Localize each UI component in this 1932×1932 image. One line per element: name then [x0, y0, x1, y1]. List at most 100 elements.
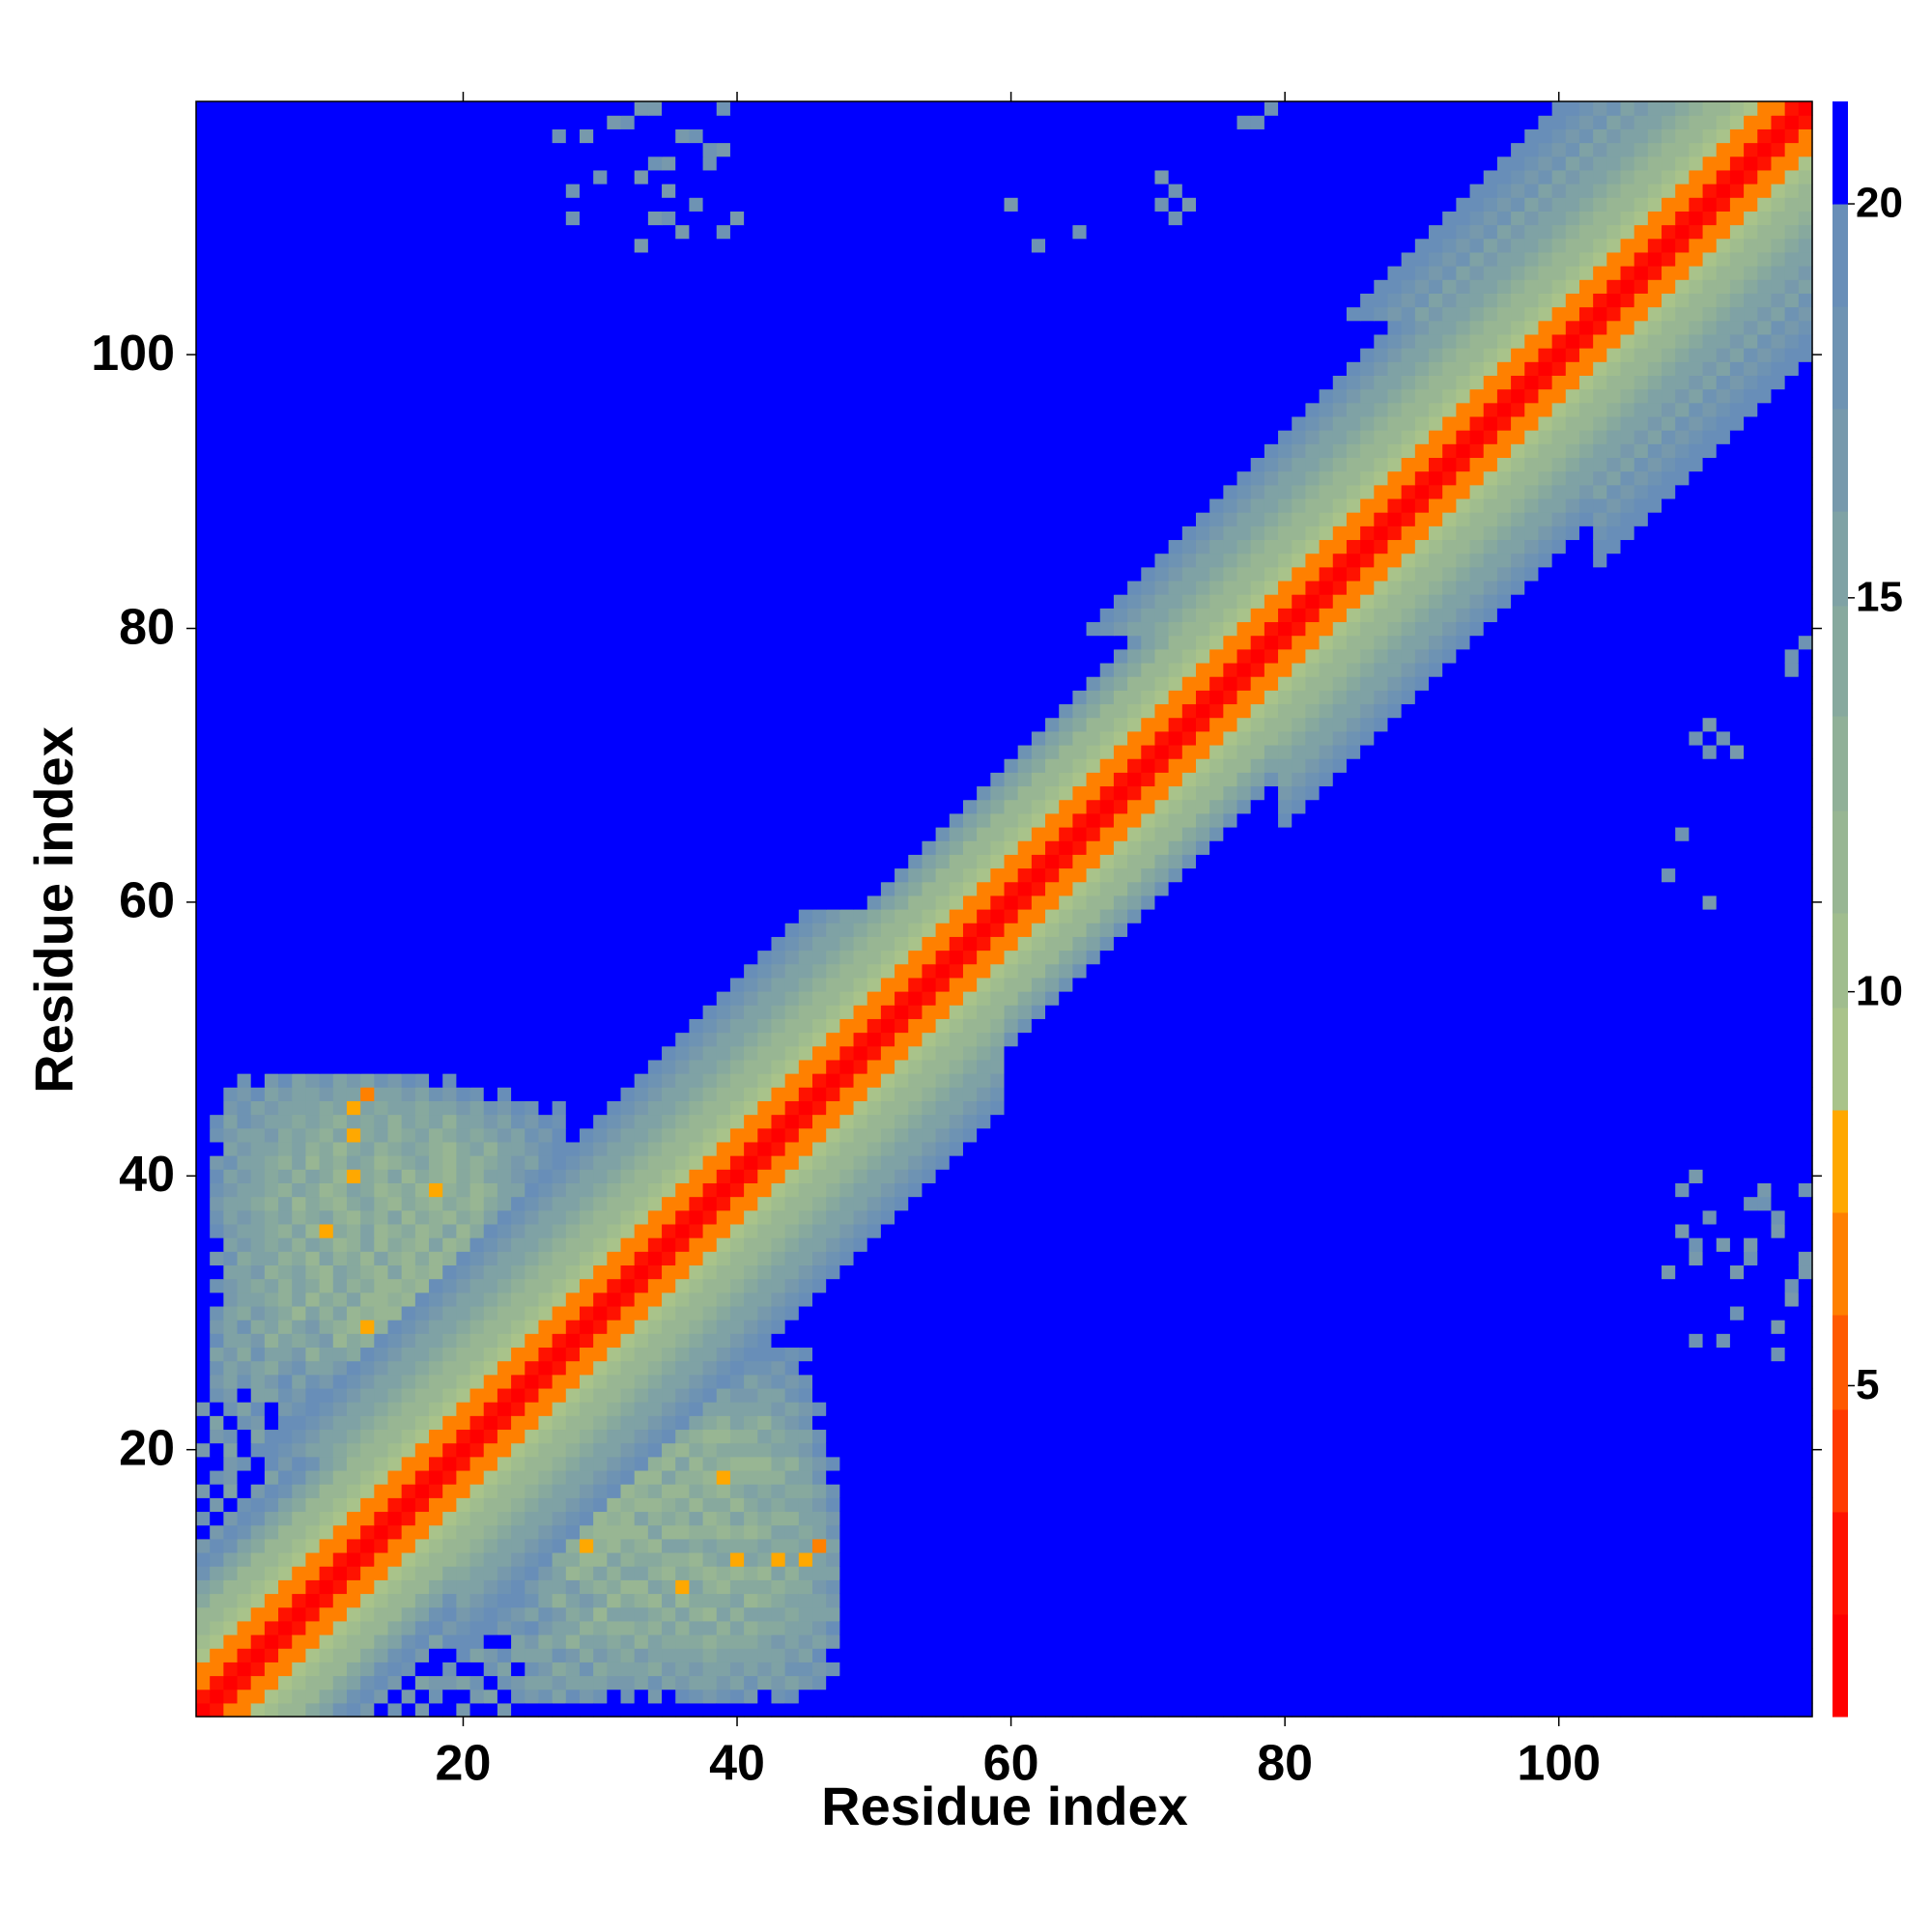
heatmap-cell: [469, 1402, 485, 1416]
heatmap-cell: [538, 1634, 554, 1649]
heatmap-cell: [784, 1442, 800, 1458]
heatmap-cell: [1059, 1347, 1073, 1362]
heatmap-cell: [990, 1100, 1006, 1116]
heatmap-cell: [1154, 1662, 1170, 1677]
heatmap-cell: [579, 1264, 594, 1280]
heatmap-cell: [210, 854, 224, 869]
heatmap-cell: [757, 1032, 773, 1047]
heatmap-cell: [1099, 1662, 1115, 1677]
heatmap-cell: [880, 1648, 895, 1662]
heatmap-cell: [812, 1469, 827, 1485]
heatmap-cell: [360, 1484, 375, 1498]
heatmap-cell: [332, 1593, 348, 1608]
heatmap-cell: [414, 991, 430, 1006]
heatmap-cell: [483, 867, 498, 883]
heatmap-cell: [552, 1648, 567, 1662]
heatmap-cell: [1141, 826, 1156, 841]
heatmap-cell: [757, 1005, 773, 1019]
heatmap-cell: [565, 1511, 581, 1526]
heatmap-cell: [922, 1662, 937, 1677]
heatmap-cell: [716, 826, 731, 841]
heatmap-cell: [469, 854, 485, 869]
heatmap-cell: [839, 1141, 855, 1156]
heatmap-cell: [483, 1360, 498, 1376]
heatmap-cell: [565, 909, 581, 923]
heatmap-cell: [784, 1469, 800, 1485]
heatmap-cell: [853, 1566, 868, 1580]
heatmap-cell: [237, 991, 252, 1006]
heatmap-cell: [497, 840, 512, 855]
heatmap-cell: [374, 1018, 389, 1034]
heatmap-cell: [662, 1429, 676, 1444]
heatmap-cell: [826, 1032, 840, 1047]
heatmap-cell: [483, 1100, 498, 1116]
heatmap-cell: [414, 1059, 430, 1074]
heatmap-cell: [1127, 1223, 1142, 1238]
heatmap-cell: [867, 1675, 882, 1690]
heatmap-cell: [1141, 1100, 1156, 1116]
heatmap-cell: [729, 1223, 745, 1238]
heatmap-cell: [689, 1305, 704, 1321]
heatmap-cell: [647, 1100, 663, 1116]
heatmap-cell: [634, 785, 649, 801]
heatmap-cell: [511, 1209, 526, 1225]
heatmap-cell: [1154, 1524, 1170, 1540]
heatmap-cell: [895, 1100, 909, 1116]
heatmap-cell: [469, 895, 485, 910]
heatmap-cell: [387, 1155, 403, 1170]
heatmap-cell: [620, 1196, 636, 1211]
heatmap-cell: [922, 963, 937, 979]
heatmap-cell: [374, 1264, 389, 1280]
heatmap-cell: [1045, 1360, 1060, 1376]
heatmap-cell: [716, 1073, 731, 1088]
heatmap-cell: [1017, 1169, 1033, 1183]
heatmap-cell: [1141, 1114, 1156, 1129]
heatmap-cell: [784, 1141, 800, 1156]
heatmap-cell: [757, 1045, 773, 1061]
heatmap-cell: [729, 1169, 745, 1183]
heatmap-cell: [1113, 1264, 1128, 1280]
heatmap-cell: [1141, 854, 1156, 869]
heatmap-cell: [374, 1524, 389, 1540]
heatmap-cell: [593, 1073, 608, 1088]
heatmap-cell: [1127, 1237, 1142, 1252]
heatmap-cell: [757, 1127, 773, 1143]
heatmap-cell: [414, 1251, 430, 1266]
heatmap-cell: [620, 1032, 636, 1047]
heatmap-cell: [579, 963, 594, 979]
heatmap-cell: [346, 1606, 361, 1622]
heatmap-cell: [702, 1073, 718, 1088]
heatmap-cell: [895, 1524, 909, 1540]
heatmap-cell: [935, 826, 951, 841]
heatmap-cell: [401, 1689, 416, 1704]
heatmap-cell: [264, 867, 279, 883]
heatmap-cell: [319, 1402, 334, 1416]
heatmap-cell: [552, 854, 567, 869]
heatmap-cell: [757, 1497, 773, 1513]
heatmap-cell: [634, 1442, 649, 1458]
heatmap-cell: [662, 1566, 676, 1580]
heatmap-cell: [278, 1484, 293, 1498]
heatmap-cell: [744, 1360, 758, 1376]
heatmap-cell: [922, 1333, 937, 1349]
heatmap-cell: [237, 799, 252, 814]
heatmap-cell: [442, 1387, 457, 1403]
heatmap-cell: [1031, 1579, 1046, 1595]
heatmap-cell: [716, 1141, 731, 1156]
heatmap-cell: [675, 1689, 691, 1704]
heatmap-cell: [702, 1196, 718, 1211]
heatmap-cell: [922, 1593, 937, 1608]
heatmap-cell: [812, 1169, 827, 1183]
heatmap-cell: [620, 1675, 636, 1690]
heatmap-cell: [908, 977, 923, 992]
heatmap-cell: [689, 867, 704, 883]
heatmap-cell: [1017, 950, 1033, 965]
heatmap-cell: [729, 936, 745, 952]
heatmap-cell: [1004, 1278, 1019, 1293]
heatmap-cell: [538, 1278, 554, 1293]
heatmap-cell: [757, 923, 773, 937]
heatmap-cell: [538, 1169, 554, 1183]
heatmap-cell: [1072, 1182, 1088, 1198]
heatmap-cell: [1072, 1593, 1088, 1608]
heatmap-cell: [1099, 1251, 1115, 1266]
